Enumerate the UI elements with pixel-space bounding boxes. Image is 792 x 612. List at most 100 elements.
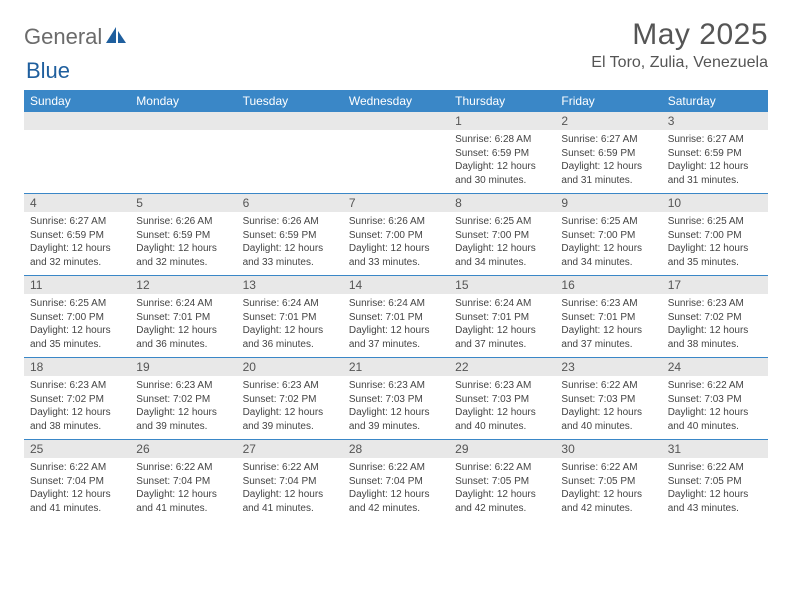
day-body: Sunrise: 6:23 AMSunset: 7:01 PMDaylight:… [555,294,661,357]
day-number: 17 [662,276,768,294]
weeks-container: 1Sunrise: 6:28 AMSunset: 6:59 PMDaylight… [24,112,768,521]
day-body: Sunrise: 6:25 AMSunset: 7:00 PMDaylight:… [449,212,555,275]
day-cell: 27Sunrise: 6:22 AMSunset: 7:04 PMDayligh… [237,440,343,521]
day-body: Sunrise: 6:24 AMSunset: 7:01 PMDaylight:… [237,294,343,357]
day-cell: 22Sunrise: 6:23 AMSunset: 7:03 PMDayligh… [449,358,555,439]
day-body: Sunrise: 6:24 AMSunset: 7:01 PMDaylight:… [449,294,555,357]
day-number: 15 [449,276,555,294]
day-cell: 28Sunrise: 6:22 AMSunset: 7:04 PMDayligh… [343,440,449,521]
day-cell: 1Sunrise: 6:28 AMSunset: 6:59 PMDaylight… [449,112,555,193]
day-number: 24 [662,358,768,376]
day-body: Sunrise: 6:22 AMSunset: 7:04 PMDaylight:… [24,458,130,521]
weekday-thursday: Thursday [449,90,555,112]
day-number: 14 [343,276,449,294]
day-body: Sunrise: 6:24 AMSunset: 7:01 PMDaylight:… [343,294,449,357]
day-body: Sunrise: 6:27 AMSunset: 6:59 PMDaylight:… [662,130,768,193]
day-body: Sunrise: 6:23 AMSunset: 7:02 PMDaylight:… [130,376,236,439]
logo-text-blue: Blue [26,58,70,84]
day-body: Sunrise: 6:22 AMSunset: 7:05 PMDaylight:… [662,458,768,521]
day-cell: 15Sunrise: 6:24 AMSunset: 7:01 PMDayligh… [449,276,555,357]
day-number: 30 [555,440,661,458]
day-body: Sunrise: 6:26 AMSunset: 7:00 PMDaylight:… [343,212,449,275]
day-cell: 13Sunrise: 6:24 AMSunset: 7:01 PMDayligh… [237,276,343,357]
day-number: 7 [343,194,449,212]
day-number [130,112,236,130]
weekday-monday: Monday [130,90,236,112]
day-number: 29 [449,440,555,458]
day-cell: 30Sunrise: 6:22 AMSunset: 7:05 PMDayligh… [555,440,661,521]
day-cell: 12Sunrise: 6:24 AMSunset: 7:01 PMDayligh… [130,276,236,357]
title-block: May 2025 El Toro, Zulia, Venezuela [591,18,768,72]
day-cell: 5Sunrise: 6:26 AMSunset: 6:59 PMDaylight… [130,194,236,275]
day-cell: 25Sunrise: 6:22 AMSunset: 7:04 PMDayligh… [24,440,130,521]
day-cell: 9Sunrise: 6:25 AMSunset: 7:00 PMDaylight… [555,194,661,275]
logo-sail-icon [104,25,130,50]
day-body: Sunrise: 6:22 AMSunset: 7:05 PMDaylight:… [449,458,555,521]
day-body: Sunrise: 6:22 AMSunset: 7:03 PMDaylight:… [555,376,661,439]
day-body: Sunrise: 6:23 AMSunset: 7:02 PMDaylight:… [24,376,130,439]
week-row: 11Sunrise: 6:25 AMSunset: 7:00 PMDayligh… [24,275,768,357]
day-number: 18 [24,358,130,376]
day-body [343,130,449,190]
day-number: 26 [130,440,236,458]
day-number: 21 [343,358,449,376]
day-body: Sunrise: 6:25 AMSunset: 7:00 PMDaylight:… [24,294,130,357]
day-cell: 24Sunrise: 6:22 AMSunset: 7:03 PMDayligh… [662,358,768,439]
day-cell: 7Sunrise: 6:26 AMSunset: 7:00 PMDaylight… [343,194,449,275]
weekday-saturday: Saturday [662,90,768,112]
day-number: 16 [555,276,661,294]
day-number: 2 [555,112,661,130]
day-number [237,112,343,130]
day-cell [24,112,130,193]
weekday-header-row: Sunday Monday Tuesday Wednesday Thursday… [24,90,768,112]
day-body: Sunrise: 6:25 AMSunset: 7:00 PMDaylight:… [555,212,661,275]
day-cell [130,112,236,193]
day-body [130,130,236,190]
day-number: 27 [237,440,343,458]
day-number: 23 [555,358,661,376]
day-number: 31 [662,440,768,458]
day-number: 19 [130,358,236,376]
day-number: 12 [130,276,236,294]
day-number: 9 [555,194,661,212]
day-body: Sunrise: 6:23 AMSunset: 7:02 PMDaylight:… [237,376,343,439]
week-row: 1Sunrise: 6:28 AMSunset: 6:59 PMDaylight… [24,112,768,193]
day-number: 8 [449,194,555,212]
day-number: 28 [343,440,449,458]
day-body: Sunrise: 6:26 AMSunset: 6:59 PMDaylight:… [130,212,236,275]
day-body: Sunrise: 6:27 AMSunset: 6:59 PMDaylight:… [555,130,661,193]
day-body: Sunrise: 6:27 AMSunset: 6:59 PMDaylight:… [24,212,130,275]
day-cell: 4Sunrise: 6:27 AMSunset: 6:59 PMDaylight… [24,194,130,275]
day-number: 13 [237,276,343,294]
day-number [343,112,449,130]
location: El Toro, Zulia, Venezuela [591,54,768,72]
day-cell [237,112,343,193]
day-number: 3 [662,112,768,130]
day-body: Sunrise: 6:22 AMSunset: 7:04 PMDaylight:… [130,458,236,521]
day-cell: 21Sunrise: 6:23 AMSunset: 7:03 PMDayligh… [343,358,449,439]
day-number: 1 [449,112,555,130]
day-cell: 31Sunrise: 6:22 AMSunset: 7:05 PMDayligh… [662,440,768,521]
day-body [24,130,130,190]
weekday-sunday: Sunday [24,90,130,112]
day-cell: 2Sunrise: 6:27 AMSunset: 6:59 PMDaylight… [555,112,661,193]
weekday-tuesday: Tuesday [237,90,343,112]
day-cell: 26Sunrise: 6:22 AMSunset: 7:04 PMDayligh… [130,440,236,521]
day-number: 10 [662,194,768,212]
day-number: 25 [24,440,130,458]
logo: General [24,18,132,50]
day-cell: 20Sunrise: 6:23 AMSunset: 7:02 PMDayligh… [237,358,343,439]
day-cell: 19Sunrise: 6:23 AMSunset: 7:02 PMDayligh… [130,358,236,439]
month-title: May 2025 [591,18,768,52]
day-body: Sunrise: 6:28 AMSunset: 6:59 PMDaylight:… [449,130,555,193]
day-cell: 11Sunrise: 6:25 AMSunset: 7:00 PMDayligh… [24,276,130,357]
day-body: Sunrise: 6:23 AMSunset: 7:03 PMDaylight:… [449,376,555,439]
day-body: Sunrise: 6:23 AMSunset: 7:02 PMDaylight:… [662,294,768,357]
weekday-wednesday: Wednesday [343,90,449,112]
day-cell: 29Sunrise: 6:22 AMSunset: 7:05 PMDayligh… [449,440,555,521]
day-cell: 14Sunrise: 6:24 AMSunset: 7:01 PMDayligh… [343,276,449,357]
day-body: Sunrise: 6:22 AMSunset: 7:05 PMDaylight:… [555,458,661,521]
day-cell: 10Sunrise: 6:25 AMSunset: 7:00 PMDayligh… [662,194,768,275]
calendar: Sunday Monday Tuesday Wednesday Thursday… [24,90,768,521]
day-cell: 3Sunrise: 6:27 AMSunset: 6:59 PMDaylight… [662,112,768,193]
